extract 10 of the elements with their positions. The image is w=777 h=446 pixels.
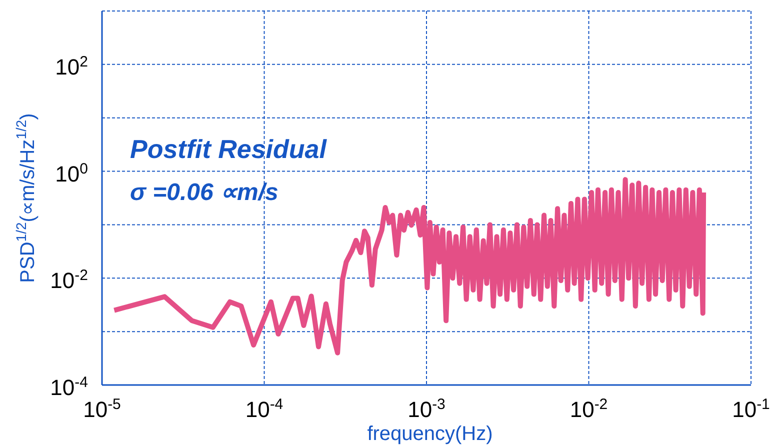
- x-tick-label: 10$^{-3}$: [408, 396, 446, 422]
- y-tick-label: 10$^{-2}$: [50, 266, 88, 294]
- y-tick-label: 10$^{2}$: [55, 52, 88, 80]
- x-axis-title: frequency(Hz): [367, 423, 493, 445]
- annotation: Postfit Residual: [130, 134, 328, 164]
- x-tick-label: 10$^{-2}$: [570, 396, 608, 422]
- x-tick-label: 10$^{-1}$: [732, 396, 770, 422]
- x-tick-label: 10$^{-4}$: [245, 396, 284, 422]
- y-tick-label: 10$^{0}$: [55, 160, 88, 186]
- annotation: σ =0.06 ∝m/s: [130, 179, 278, 206]
